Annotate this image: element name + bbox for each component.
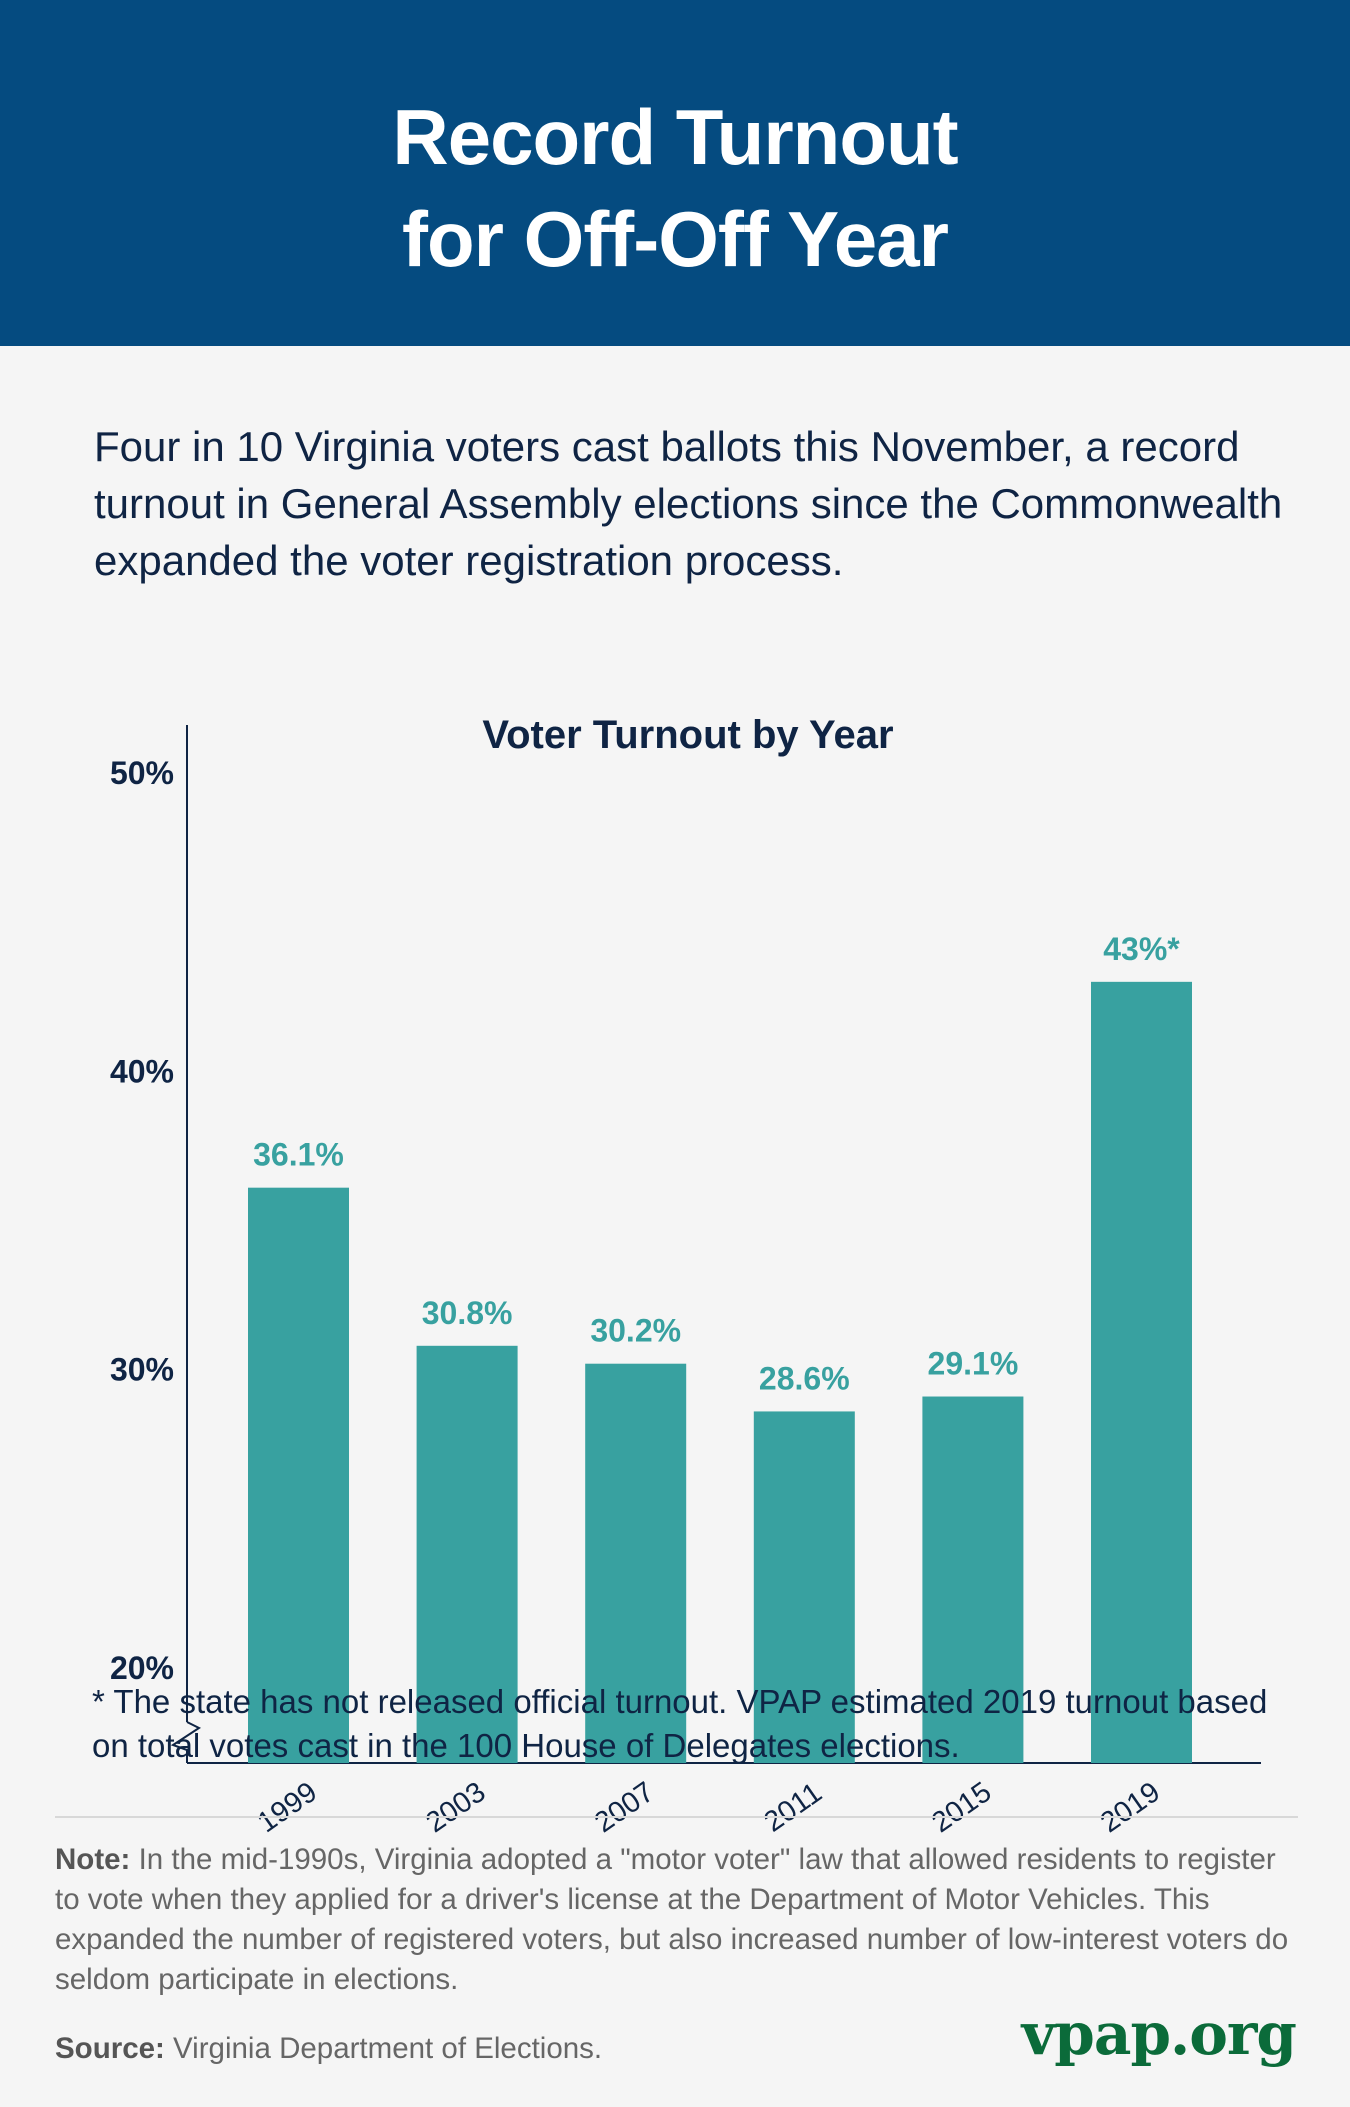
data-label: 43%* (1103, 931, 1180, 967)
header-banner: Record Turnout for Off-Off Year (0, 0, 1350, 346)
x-tick-label: 2015 (926, 1776, 997, 1839)
source-text: Source: Virginia Department of Elections… (55, 2032, 602, 2066)
bar-2003 (416, 1345, 518, 1763)
source-body: Virginia Department of Elections. (164, 2032, 603, 2065)
y-tick-label: 20% (110, 1650, 174, 1686)
x-tick-label: 2011 (758, 1777, 827, 1839)
page-title: Record Turnout for Off-Off Year (0, 86, 1350, 290)
source-label: Source: (55, 2032, 165, 2065)
vpap-logo: vpap.org (1021, 2000, 1297, 2068)
x-tick-label: 2007 (589, 1776, 660, 1839)
chart-title: Voter Turnout by Year (482, 713, 893, 757)
divider (55, 1816, 1298, 1818)
y-tick-label: 50% (110, 755, 174, 791)
bar-2007 (585, 1363, 687, 1763)
bar-chart: Voter Turnout by Year 20% 30% 40% 50% 36.1% 1… (110, 713, 1261, 1839)
bar-2019 (1091, 981, 1192, 1763)
note-text: Note: In the mid-1990s, Virginia adopted… (55, 1840, 1305, 2000)
data-label: 29.1% (928, 1346, 1019, 1382)
footnote: * The state has not released official tu… (92, 1683, 1268, 1764)
note-body: In the mid-1990s, Virginia adopted a "mo… (55, 1843, 1289, 1996)
data-label: 30.2% (590, 1313, 681, 1349)
title-line-2: for Off-Off Year (402, 195, 949, 283)
data-label: 36.1% (253, 1137, 344, 1173)
data-label: 30.8% (422, 1295, 513, 1331)
x-tick-label: 2019 (1095, 1776, 1166, 1839)
intro-text: Four in 10 Virginia voters cast ballots … (94, 423, 1283, 584)
bar-2011 (753, 1411, 855, 1763)
axis-break-icon (170, 1721, 202, 1763)
bar-2015 (922, 1396, 1024, 1763)
data-label: 28.6% (759, 1360, 850, 1396)
bar-1999 (248, 1187, 349, 1763)
note-label: Note: (55, 1843, 131, 1876)
x-tick-label: 2003 (420, 1776, 491, 1839)
title-line-1: Record Turnout (392, 93, 958, 181)
y-tick-label: 40% (110, 1053, 174, 1089)
y-tick-label: 30% (110, 1352, 174, 1388)
x-tick-label: 1999 (252, 1776, 323, 1839)
